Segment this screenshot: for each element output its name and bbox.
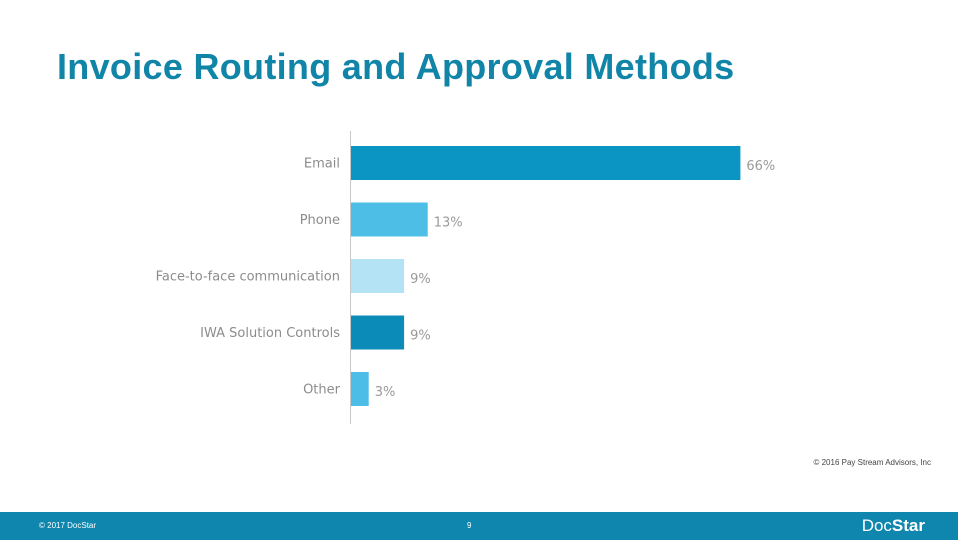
- category-label: Phone: [300, 213, 340, 228]
- value-label: 9%: [410, 272, 431, 287]
- value-label: 13%: [434, 216, 463, 231]
- footer-copyright: © 2017 DocStar: [39, 521, 97, 530]
- category-label: Email: [304, 157, 340, 172]
- value-label: 3%: [375, 385, 396, 400]
- footer-bar: © 2017 DocStar 9 DocStar: [0, 512, 958, 540]
- source-citation: © 2016 Pay Stream Advisors, Inc: [813, 458, 931, 467]
- category-label: Face-to-face communication: [156, 270, 340, 285]
- page-number: 9: [467, 521, 472, 530]
- bar: [351, 202, 428, 237]
- logo-text-doc: Doc: [861, 516, 892, 535]
- bar: [351, 372, 369, 406]
- slide-title: Invoice Routing and Approval Methods: [57, 46, 735, 87]
- category-label: Other: [303, 383, 341, 398]
- bar: [351, 146, 741, 180]
- bar-chart: Email 66% Phone 13% Face-to-face communicati…: [156, 131, 775, 424]
- bar: [351, 315, 405, 350]
- value-label: 66%: [746, 159, 775, 174]
- category-label: IWA Solution Controls: [200, 326, 340, 341]
- docstar-logo: DocStar: [862, 515, 925, 537]
- bar: [351, 259, 405, 293]
- value-label: 9%: [410, 329, 431, 344]
- logo-text-star: Star: [891, 516, 925, 535]
- bars-group: Email 66% Phone 13% Face-to-face communicati…: [156, 146, 775, 406]
